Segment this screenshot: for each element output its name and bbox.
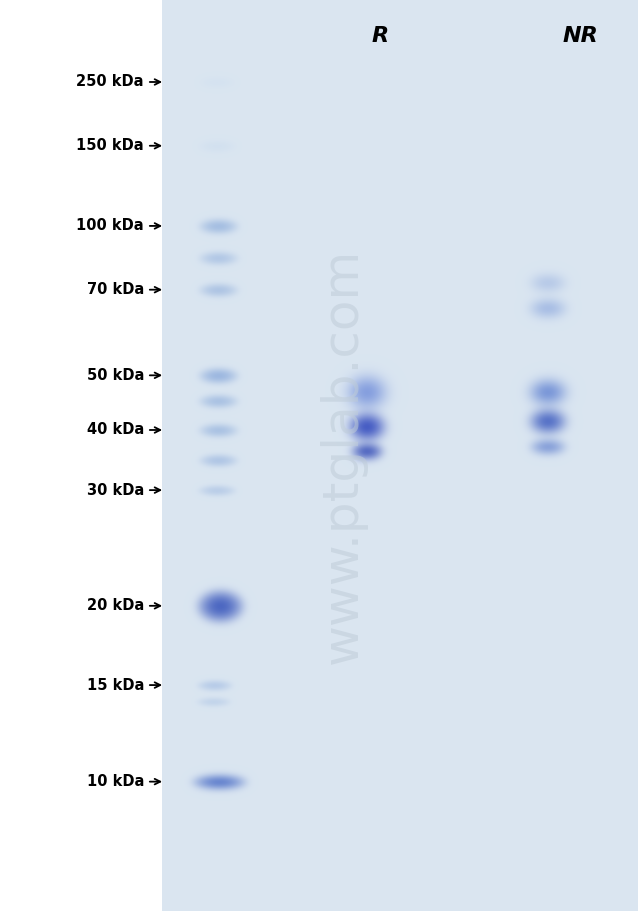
Text: 15 kDa: 15 kDa (87, 678, 144, 692)
Text: www.ptglab.com: www.ptglab.com (319, 248, 367, 663)
Bar (0, 0, 162, 911)
Text: 30 kDa: 30 kDa (87, 483, 144, 497)
Text: 250 kDa: 250 kDa (77, 75, 144, 89)
Text: 50 kDa: 50 kDa (87, 368, 144, 383)
Text: 40 kDa: 40 kDa (87, 423, 144, 437)
Text: 100 kDa: 100 kDa (77, 219, 144, 233)
Text: 70 kDa: 70 kDa (87, 282, 144, 297)
Text: 150 kDa: 150 kDa (77, 138, 144, 153)
Text: R: R (371, 26, 388, 46)
Text: 10 kDa: 10 kDa (87, 774, 144, 789)
Text: 20 kDa: 20 kDa (87, 599, 144, 613)
Text: NR: NR (563, 26, 598, 46)
